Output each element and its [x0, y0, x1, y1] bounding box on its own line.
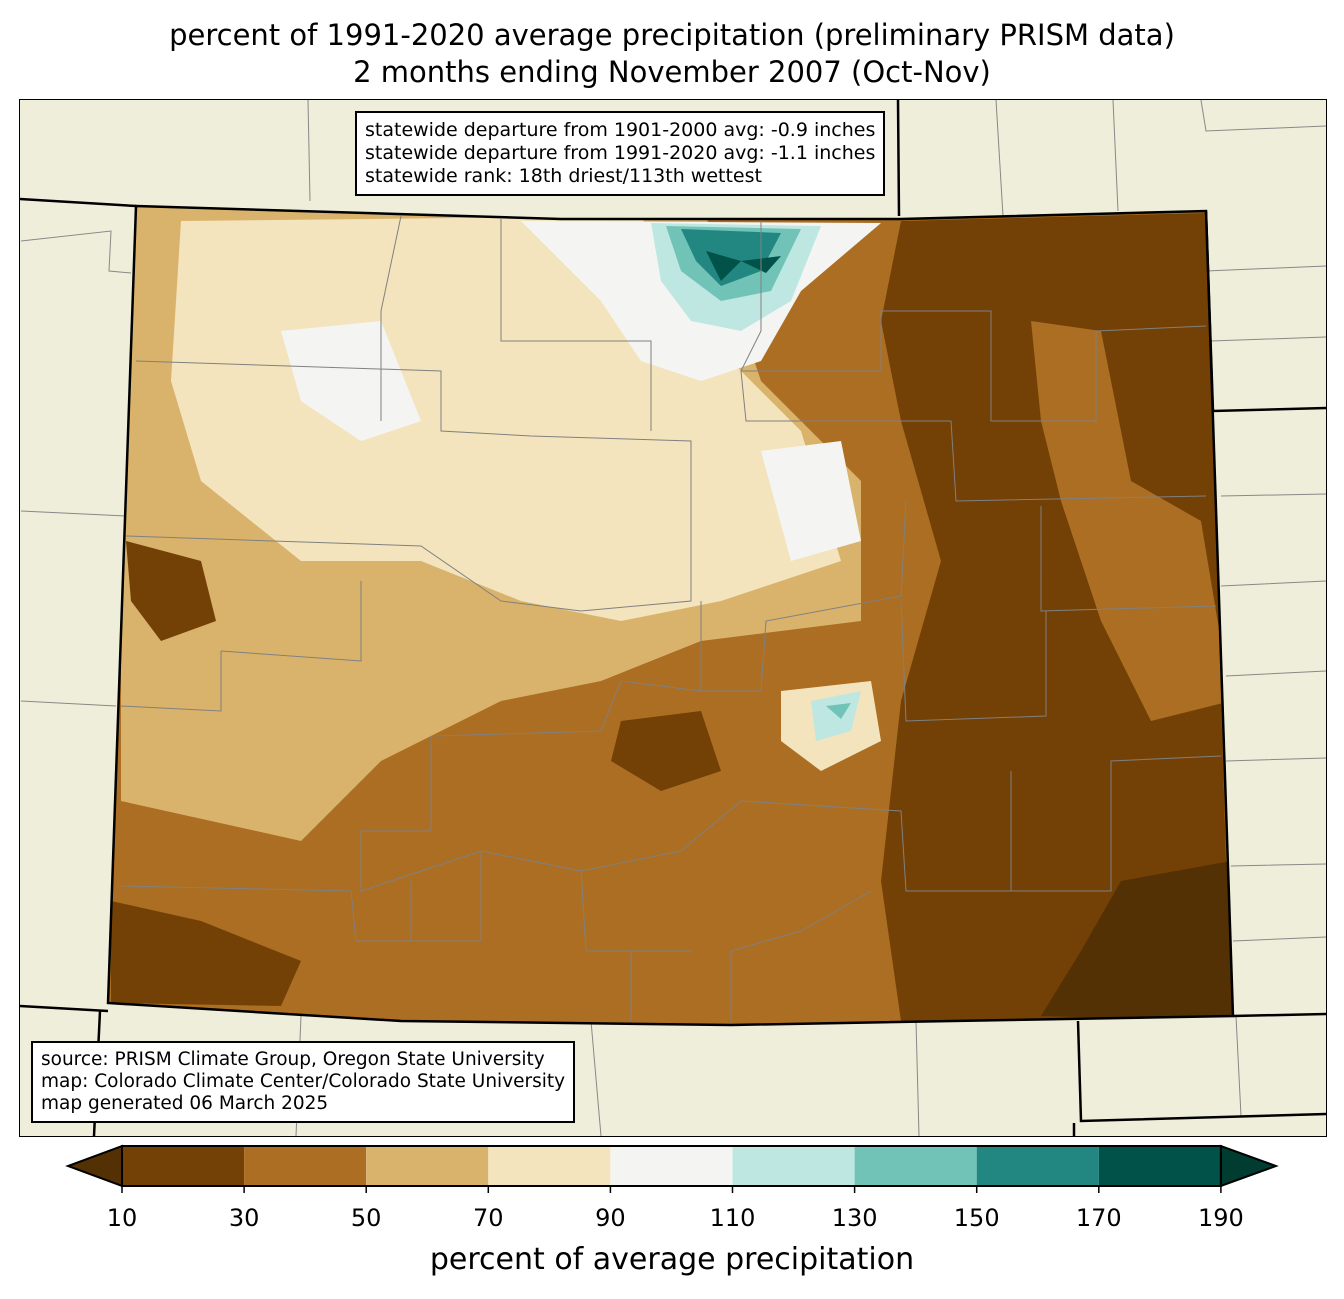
- stat-departure-1901: statewide departure from 1901-2000 avg: …: [365, 119, 876, 141]
- stat-rank: statewide rank: 18th driest/113th wettes…: [365, 165, 762, 187]
- colorbar-tick-label: 10: [106, 1204, 138, 1232]
- generated-date-text: map generated 06 March 2025: [41, 1093, 329, 1114]
- colorbar-tick-label: 50: [350, 1204, 382, 1232]
- colorbar-segment: [610, 1146, 733, 1186]
- source-box: source: PRISM Climate Group, Oregon Stat…: [31, 1041, 576, 1123]
- colorbar-tick-label: 190: [1197, 1204, 1244, 1232]
- map-credit-text: map: Colorado Climate Center/Colorado St…: [41, 1071, 566, 1092]
- colorbar-tick-label: 30: [228, 1204, 260, 1232]
- map-canvas: [20, 100, 1326, 1136]
- precipitation-map: statewide departure from 1901-2000 avg: …: [19, 99, 1327, 1137]
- colorbar-segment: [122, 1146, 245, 1186]
- colorbar-segment: [976, 1146, 1099, 1186]
- colorbar-segment: [732, 1146, 855, 1186]
- map-subtitle: 2 months ending November 2007 (Oct-Nov): [353, 55, 991, 89]
- colorbar-tick-label: 90: [595, 1204, 626, 1232]
- colorbar-tick-label: 150: [953, 1204, 1000, 1232]
- colorbar-tick-label: 110: [709, 1204, 756, 1232]
- map-title: percent of 1991-2020 average precipitati…: [169, 18, 1175, 52]
- colorbar-segment: [244, 1146, 367, 1186]
- colorbar-label: percent of average precipitation: [429, 1242, 915, 1277]
- colorbar: [65, 1144, 1279, 1193]
- colorbar-segment: [854, 1146, 977, 1186]
- colorbar-tick-label: 130: [831, 1204, 878, 1232]
- precip-field: [108, 206, 1233, 1025]
- colorbar-over-arrow: [1219, 1144, 1279, 1188]
- colorbar-segment: [488, 1146, 611, 1186]
- colorbar-tick-label: 70: [473, 1204, 504, 1232]
- county-boundaries: [120, 215, 1222, 1021]
- colorbar-under-arrow: [65, 1144, 123, 1188]
- source-text: source: PRISM Climate Group, Oregon Stat…: [41, 1049, 545, 1070]
- colorado-border: [106, 204, 1235, 1027]
- stat-departure-1991: statewide departure from 1991-2020 avg: …: [365, 142, 876, 164]
- colorbar-frame: [121, 1145, 1222, 1187]
- colorbar-segment: [1098, 1146, 1221, 1186]
- colorbar-segment: [366, 1146, 489, 1186]
- statewide-stats-box: statewide departure from 1901-2000 avg: …: [355, 111, 886, 196]
- colorbar-tick-label: 170: [1075, 1204, 1122, 1232]
